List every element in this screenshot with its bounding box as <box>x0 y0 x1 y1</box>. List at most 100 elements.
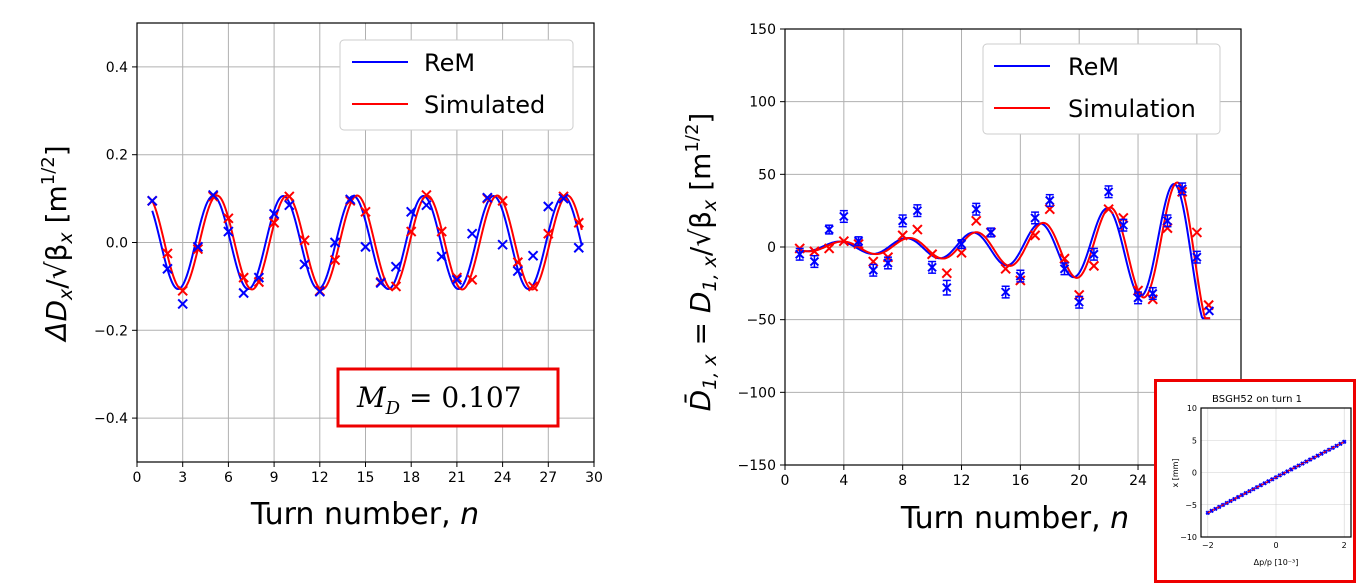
left-point-rem <box>162 263 173 275</box>
right-point-simulation <box>1029 230 1041 241</box>
right-legend-rem-label: ReM <box>1068 53 1119 81</box>
left-x-tick-label: 3 <box>178 470 187 486</box>
right-y-axis-title: D̄1, x = D1, x/√βx [m1/2] <box>682 113 721 412</box>
left-point-rem <box>466 228 478 239</box>
right-point-rem <box>986 227 996 238</box>
left-point-simulated <box>390 281 402 292</box>
left-point-simulated <box>421 189 432 201</box>
left-point-rem <box>451 274 463 286</box>
right-point-simulation <box>912 224 923 235</box>
right-x-tick-label: 24 <box>1129 473 1147 489</box>
inset-y-tick-label: 10 <box>1187 404 1197 413</box>
right-x-tick-label: 0 <box>781 473 790 489</box>
left-point-simulated <box>268 217 280 228</box>
right-point-rem <box>809 256 820 267</box>
left-point-rem <box>284 199 295 211</box>
right-x-tick-label: 8 <box>898 473 907 489</box>
left-point-rem <box>497 239 508 250</box>
left-x-tick-label: 21 <box>448 470 466 486</box>
metric-box: MD = 0.107 <box>336 367 560 428</box>
inset-frame <box>1200 407 1352 538</box>
inset-ticks: −2 0 2 −10 −5 0 5 10 <box>1180 404 1347 550</box>
right-point-rem <box>883 258 893 268</box>
left-point-rem <box>543 201 554 212</box>
right-legend-sim-label: Simulation <box>1068 95 1196 123</box>
right-y-tick-label: −50 <box>746 313 776 329</box>
left-point-simulated <box>512 257 524 268</box>
inset-x-axis-title: Δp/p [10⁻³] <box>1254 558 1299 567</box>
right-point-simulation <box>809 246 820 257</box>
left-fit-rem <box>151 194 583 291</box>
right-point-rem <box>1045 195 1055 206</box>
left-legend-rem-label: ReM <box>424 49 475 77</box>
left-point-simulated <box>162 248 173 259</box>
left-point-simulated <box>573 217 584 228</box>
left-x-tick-label: 24 <box>494 470 512 486</box>
left-point-rem <box>238 287 249 299</box>
metric-value: = 0.107 <box>400 381 521 414</box>
right-point-rem <box>1059 264 1070 274</box>
right-x-tick-label: 16 <box>1011 473 1029 489</box>
right-point-simulation <box>1059 253 1070 264</box>
left-chart: 0 3 6 9 12 15 18 21 24 27 30 −0.4 −0.2 0.0 0.2 0.4 ReM … <box>38 22 603 532</box>
right-point-rem <box>1133 293 1143 303</box>
right-point-rem <box>942 282 952 293</box>
right-legend: ReM Simulation <box>982 43 1221 135</box>
right-point-rem <box>1015 271 1026 281</box>
inset-border <box>1154 379 1356 583</box>
inset-y-tick-label: 5 <box>1192 436 1197 445</box>
right-point-rem <box>1204 306 1215 316</box>
right-point-rem <box>1148 288 1158 299</box>
right-point-rem <box>1162 216 1173 226</box>
left-point-simulated <box>451 272 463 283</box>
left-point-simulated <box>192 243 204 255</box>
right-point-simulation <box>838 235 850 247</box>
right-data <box>794 181 1215 320</box>
left-y-tick-label: −0.4 <box>94 411 128 427</box>
right-point-simulation <box>926 249 938 260</box>
left-point-simulated <box>527 281 539 292</box>
left-point-simulated <box>558 191 569 202</box>
left-point-rem <box>375 277 386 289</box>
left-x-tick-label: 15 <box>357 470 375 486</box>
right-point-simulation <box>823 243 835 254</box>
left-point-rem <box>345 194 356 205</box>
svg-text:MD = 0.107: MD = 0.107 <box>356 381 522 419</box>
left-x-tick-label: 12 <box>311 470 329 486</box>
left-point-rem <box>147 195 158 207</box>
left-frame <box>136 22 595 463</box>
right-point-rem <box>853 236 864 246</box>
left-point-rem <box>299 259 310 270</box>
left-point-simulated <box>497 195 508 207</box>
inset-chart: BSGH52 on turn 1 −2 0 2 −10 −5 0 5 10 x [mm] Δp… <box>1154 379 1356 583</box>
left-point-simulated <box>405 226 417 237</box>
right-point-rem <box>1089 249 1099 259</box>
inset-x-tick-label: 0 <box>1273 541 1278 550</box>
metric-label: M <box>356 381 387 414</box>
right-y-tick-label: 100 <box>749 95 776 111</box>
inset-y-tick-label: −10 <box>1180 533 1197 542</box>
left-point-rem <box>390 261 402 272</box>
left-point-rem <box>527 250 539 261</box>
inset-x-tick-label: −2 <box>1202 541 1214 550</box>
left-point-rem <box>482 192 493 203</box>
left-data <box>147 189 584 310</box>
left-point-rem <box>512 265 524 277</box>
right-y-tick-label: 50 <box>758 167 776 183</box>
right-point-simulation <box>1103 204 1114 215</box>
right-x-tick-label: 12 <box>953 473 971 489</box>
right-y-tick-label: 0 <box>767 240 776 256</box>
left-point-rem <box>314 286 326 297</box>
right-point-rem <box>971 204 981 214</box>
left-point-simulated <box>238 272 249 283</box>
left-y-tick-label: 0.0 <box>106 236 128 252</box>
left-x-tick-label: 9 <box>270 470 279 486</box>
right-point-rem <box>956 239 967 249</box>
left-ticks: 0 3 6 9 12 15 18 21 24 27 30 −0.4 −0.2 0.0 0.2 0.4 <box>94 60 603 486</box>
left-point-rem <box>558 193 569 204</box>
right-point-simulation <box>971 215 982 227</box>
inset-y-tick-label: −5 <box>1185 501 1197 510</box>
left-point-rem <box>207 189 219 201</box>
left-point-rem <box>421 199 432 211</box>
